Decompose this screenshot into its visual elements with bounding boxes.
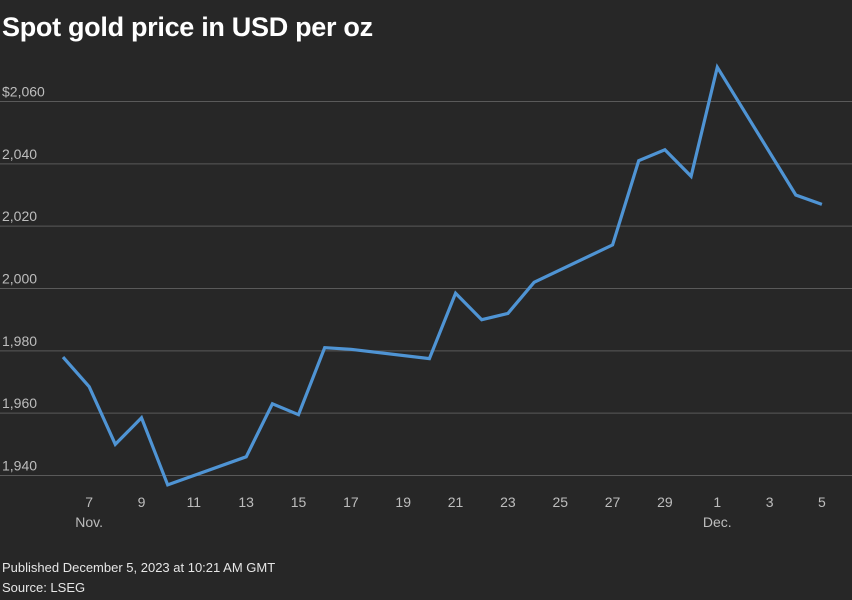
x-tick-label: 21 bbox=[448, 494, 464, 510]
x-tick-label: 9 bbox=[138, 494, 146, 510]
x-tick-label: 29 bbox=[657, 494, 673, 510]
source-note: Source: LSEG bbox=[2, 580, 86, 595]
y-tick-label: 1,980 bbox=[2, 333, 37, 349]
y-tick-label: 1,940 bbox=[2, 458, 37, 474]
line-chart: $2,060 2,040 2,020 2,000 1,980 1,960 1,940 7 No… bbox=[0, 63, 852, 530]
x-tick-label: 17 bbox=[343, 494, 359, 510]
x-tick-label: 11 bbox=[187, 494, 202, 510]
x-tick-label: 7 bbox=[85, 494, 93, 510]
series-group bbox=[61, 63, 823, 487]
x-axis-ticks: 7 Nov. 9 11 13 15 17 19 21 23 25 27 29 1 Dec. 3 5 bbox=[75, 494, 826, 530]
x-tick-label: 19 bbox=[395, 494, 411, 510]
y-tick-label: 2,040 bbox=[2, 146, 37, 162]
y-tick-label: 2,000 bbox=[2, 271, 37, 287]
y-tick-label: $2,060 bbox=[2, 84, 45, 100]
x-tick-label: 25 bbox=[552, 494, 568, 510]
y-tick-label: 2,020 bbox=[2, 208, 37, 224]
x-tick-label: 3 bbox=[766, 494, 774, 510]
y-axis-ticks: $2,060 2,040 2,020 2,000 1,980 1,960 1,940 bbox=[2, 84, 45, 474]
gridlines bbox=[0, 101, 852, 477]
x-tick-label: 27 bbox=[605, 494, 621, 510]
chart-title: Spot gold price in USD per oz bbox=[2, 12, 373, 42]
x-tick-label: 5 bbox=[818, 494, 826, 510]
published-note: Published December 5, 2023 at 10:21 AM G… bbox=[2, 560, 276, 575]
gold-price-line bbox=[61, 63, 823, 487]
y-tick-label: 1,960 bbox=[2, 395, 37, 411]
x-tick-label: 13 bbox=[238, 494, 254, 510]
x-tick-label: 23 bbox=[500, 494, 516, 510]
x-tick-label: 15 bbox=[291, 494, 307, 510]
x-month-label: Dec. bbox=[703, 514, 732, 530]
x-month-label: Nov. bbox=[75, 514, 103, 530]
x-tick-label: 1 bbox=[713, 494, 721, 510]
